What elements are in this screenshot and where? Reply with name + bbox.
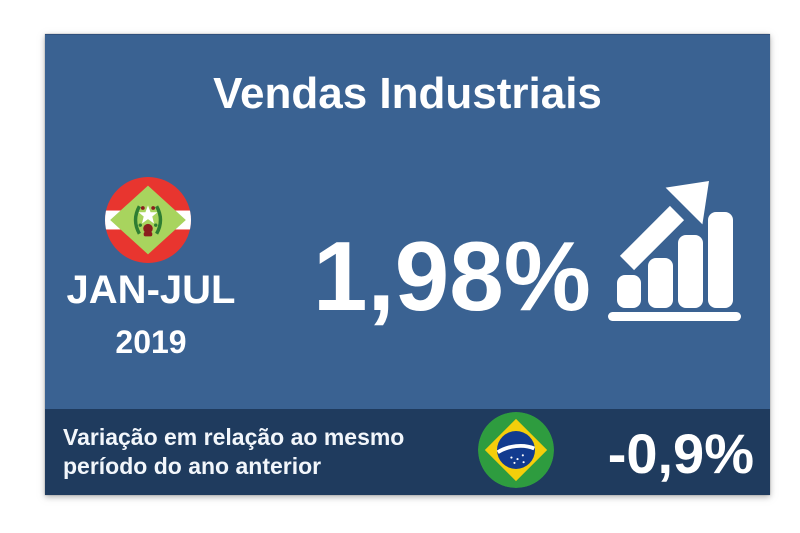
card-footer: Variação em relação ao mesmo período do …	[45, 409, 770, 495]
brazil-flag-icon	[478, 412, 554, 488]
comparison-value: -0,9%	[607, 422, 754, 485]
main-value: 1,98%	[313, 221, 591, 331]
card-title: Vendas Industriais	[213, 69, 602, 118]
footer-note: Variação em relação ao mesmo período do …	[63, 424, 405, 479]
kpi-card: Vendas Industriais	[45, 34, 770, 495]
rising-bar-chart-arrow-icon	[601, 179, 746, 324]
period-label: JAN-JUL	[66, 268, 236, 312]
year-label: 2019	[115, 324, 187, 360]
santa-catarina-flag-icon	[105, 177, 191, 263]
